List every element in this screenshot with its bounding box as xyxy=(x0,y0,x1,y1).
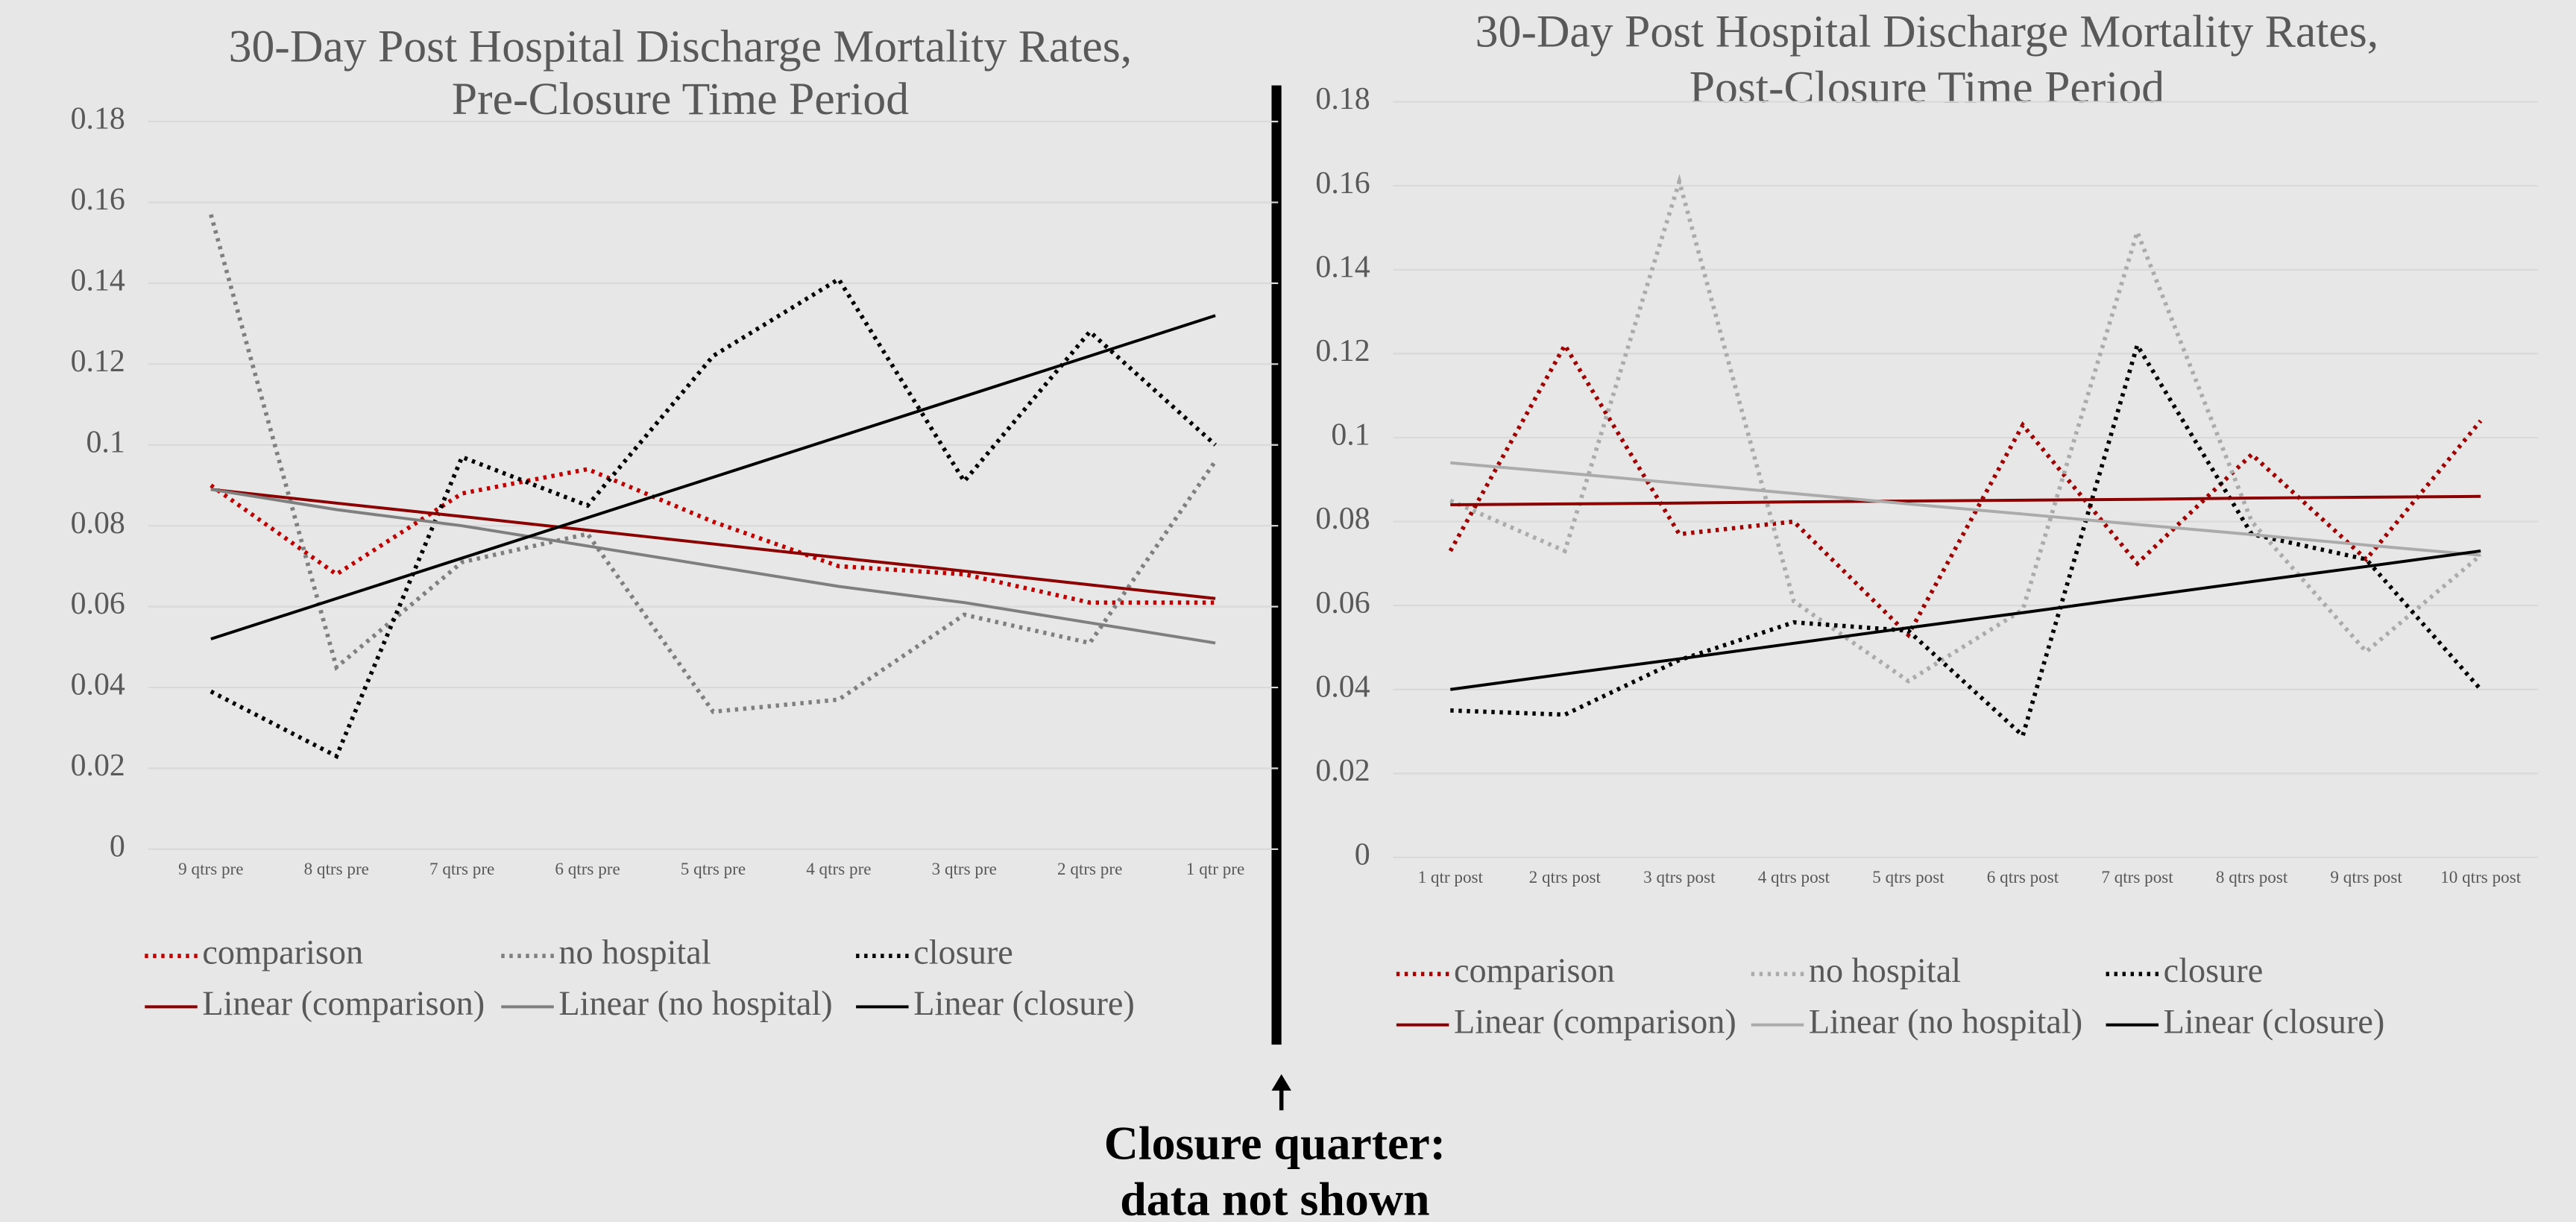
series-line xyxy=(209,213,1218,714)
legend-label: comparison xyxy=(1454,952,1615,990)
x-tick-label: 1 qtr pre xyxy=(1186,860,1244,879)
y-tick-label: 0.08 xyxy=(71,506,125,541)
series-line xyxy=(210,467,1216,605)
x-tick-label: 6 qtrs pre xyxy=(555,860,620,879)
x-tick-label: 9 qtrs pre xyxy=(178,860,243,879)
y-tick-label: 0.14 xyxy=(71,263,125,297)
chart-title: 30-Day Post Hospital Discharge Mortality… xyxy=(229,21,1133,72)
x-tick-label: 2 qtrs post xyxy=(1529,868,1602,887)
legend-label: comparison xyxy=(202,934,363,972)
x-tick-label: 2 qtrs pre xyxy=(1057,860,1122,879)
legend-label: closure xyxy=(913,934,1013,972)
y-tick-label: 0.12 xyxy=(1315,334,1370,368)
series-line xyxy=(1449,549,2481,691)
y-tick-label: 0.06 xyxy=(71,587,125,621)
x-tick-label: 3 qtrs pre xyxy=(932,860,997,879)
series-line xyxy=(210,314,1216,640)
series-line xyxy=(210,488,1216,645)
y-tick-label: 0.12 xyxy=(71,344,125,379)
x-tick-label: 4 qtrs post xyxy=(1758,868,1830,887)
legend-label: Linear (comparison) xyxy=(1454,1003,1736,1041)
chart-title: 30-Day Post Hospital Discharge Mortality… xyxy=(1476,7,2379,57)
x-tick-label: 7 qtrs pre xyxy=(429,860,494,879)
y-tick-label: 0.18 xyxy=(1315,82,1370,116)
x-tick-label: 5 qtrs post xyxy=(1872,868,1944,887)
legend-label: no hospital xyxy=(1809,952,1961,990)
legend-label: Linear (closure) xyxy=(913,985,1135,1023)
x-tick-label: 1 qtr post xyxy=(1418,868,1484,887)
y-tick-label: 0.02 xyxy=(71,749,125,783)
series-line xyxy=(1448,341,2483,639)
legend-label: no hospital xyxy=(558,934,711,972)
y-tick-label: 0 xyxy=(1355,838,1370,872)
x-tick-label: 4 qtrs pre xyxy=(806,860,871,879)
y-tick-label: 0.04 xyxy=(1315,670,1370,704)
y-tick-label: 0.1 xyxy=(1331,418,1370,453)
legend-label: Linear (no hospital) xyxy=(558,985,832,1023)
y-tick-label: 0.1 xyxy=(86,425,125,459)
x-tick-label: 3 qtrs post xyxy=(1643,868,1716,887)
x-tick-label: 9 qtrs post xyxy=(2330,868,2402,887)
x-tick-label: 10 qtrs post xyxy=(2440,868,2521,887)
series-line xyxy=(1450,461,2481,557)
chart-title: Post-Closure Time Period xyxy=(1689,63,2165,113)
arrow-head xyxy=(1271,1074,1291,1091)
series-line xyxy=(210,488,1216,600)
x-tick-label: 8 qtrs post xyxy=(2216,868,2288,887)
series-line xyxy=(210,276,1217,760)
y-tick-label: 0.16 xyxy=(1315,166,1370,201)
series-line xyxy=(1449,174,2483,684)
y-tick-label: 0.14 xyxy=(1315,250,1370,284)
x-tick-label: 7 qtrs post xyxy=(2101,868,2173,887)
legend-label: Linear (no hospital) xyxy=(1809,1003,2082,1041)
y-tick-label: 0.04 xyxy=(71,668,125,702)
annotation: Closure quarter: xyxy=(1104,1117,1446,1170)
legend-label: Linear (closure) xyxy=(2164,1003,2385,1041)
y-tick-label: 0.08 xyxy=(1315,502,1370,536)
legend-label: closure xyxy=(2164,952,2264,990)
x-tick-label: 6 qtrs post xyxy=(1987,868,2059,887)
x-tick-label: 5 qtrs pre xyxy=(681,860,746,879)
y-tick-label: 0.16 xyxy=(71,183,125,217)
series-line xyxy=(1450,494,2481,507)
annotation: data not shown xyxy=(1120,1172,1429,1222)
legend-label: Linear (comparison) xyxy=(202,985,485,1023)
y-tick-label: 0.02 xyxy=(1315,754,1370,788)
y-tick-label: 0.06 xyxy=(1315,586,1370,620)
y-tick-label: 0.18 xyxy=(71,102,125,136)
chart-title: Pre-Closure Time Period xyxy=(452,74,909,125)
closure-divider xyxy=(1271,85,1282,1045)
x-tick-label: 8 qtrs pre xyxy=(304,860,369,879)
y-tick-label: 0 xyxy=(110,830,125,864)
